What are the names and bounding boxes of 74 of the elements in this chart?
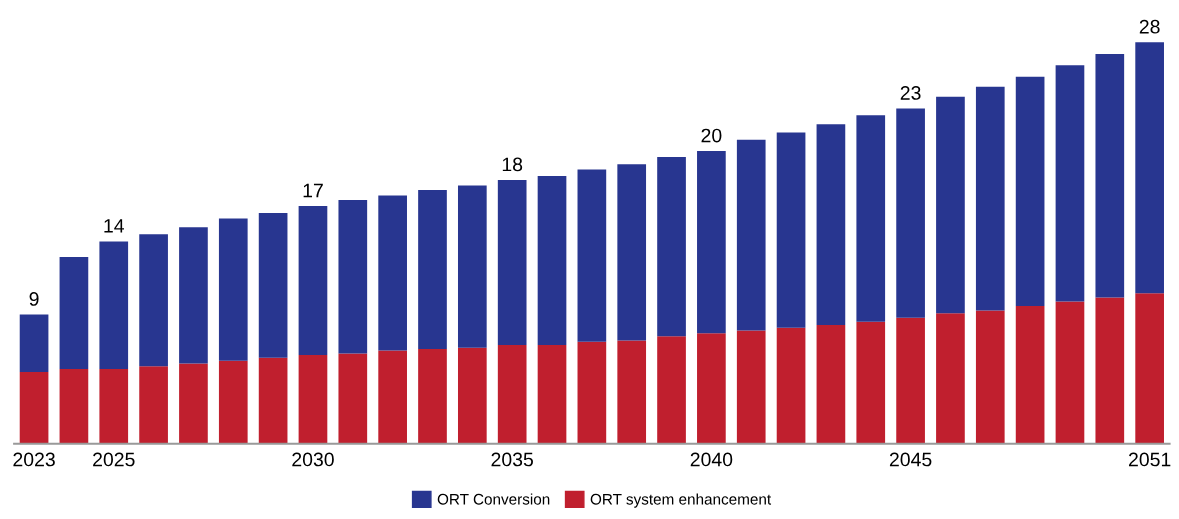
bar [1095,53,1125,298]
bar [338,353,368,444]
bar [179,227,208,364]
bar [418,348,447,444]
bar [697,333,726,444]
bar [975,310,1005,444]
bar [298,206,328,356]
bar [856,321,886,444]
bar [617,340,647,444]
bar [537,175,567,345]
bar [537,344,567,444]
x-tick-label: 2051 [1129,452,1171,467]
annotation: 17 [303,183,323,198]
bar [736,330,766,444]
bar [378,195,407,351]
bar [975,86,1005,311]
bar [179,363,208,444]
annotation: 9 [29,292,39,306]
bar [896,108,925,318]
bar [139,234,168,367]
bar [657,157,686,337]
bar [1095,297,1125,444]
bar [99,369,129,444]
bar [497,179,527,345]
bar [99,241,129,370]
bar [856,115,886,322]
bar [418,190,447,349]
bar [936,96,965,314]
bar [697,151,726,334]
bar [1135,293,1164,444]
bar [617,164,647,341]
bar [218,218,248,361]
bar [816,324,846,444]
bar [19,314,49,372]
bar [577,341,607,444]
bar [19,371,49,444]
x-tick-label: 2045 [889,452,932,467]
bar [1055,301,1085,444]
annotation: 14 [104,219,124,233]
bar [218,360,248,444]
bar [497,344,527,444]
annotation: 23 [900,86,921,100]
annotation: 28 [1139,19,1160,34]
bar [936,313,965,444]
bar [657,336,686,444]
bar [577,169,607,342]
bar [258,357,288,444]
bar [378,350,407,444]
bar [816,124,846,325]
bar [1055,65,1085,302]
x-tick-label: 2040 [690,452,733,467]
bar [338,200,368,354]
bar [896,317,925,444]
bar [1015,306,1045,444]
x-tick-label: 2023 [13,452,55,467]
annotation: 18 [502,157,523,172]
bar [776,327,806,444]
bar [59,369,89,444]
x-tick-label: 2035 [491,452,533,467]
bar [1015,76,1045,307]
bar [457,347,487,444]
annotation: 20 [701,128,722,143]
legend-label: ORT Conversion [437,493,550,505]
bar [59,257,89,370]
bar [457,185,487,348]
bar [736,139,766,331]
bar [258,212,288,358]
bar [298,355,328,444]
bar [1135,42,1164,294]
bar [139,366,168,444]
x-tick-label: 2025 [93,452,135,467]
bar [776,132,806,328]
legend-label: ORT system enhancement [590,493,772,508]
x-tick-label: 2030 [292,452,334,467]
